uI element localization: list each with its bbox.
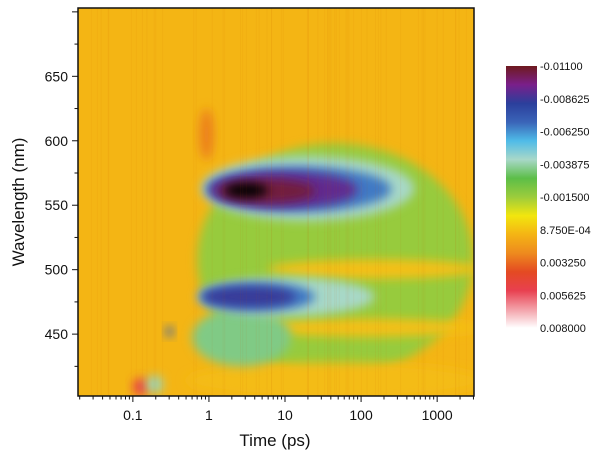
colorbar — [506, 66, 537, 328]
colorbar-tick-label: 0.008000 — [540, 323, 586, 335]
x-tick-label: 1000 — [422, 407, 453, 423]
heatmap-green-lower-region — [192, 308, 291, 366]
colorbar-tick-label: -0.008625 — [540, 94, 590, 106]
y-tick-label: 450 — [45, 326, 69, 342]
colorbar-tick-label: -0.006250 — [540, 127, 590, 139]
x-tick-label: 10 — [277, 407, 293, 423]
y-tick-label: 550 — [45, 197, 69, 213]
colorbar-tick-label: -0.003875 — [540, 159, 590, 171]
heatmap-artifact-blue-spot — [166, 326, 174, 336]
y-tick-label: 500 — [45, 262, 69, 278]
colorbar-tick-label: -0.001500 — [540, 192, 590, 204]
heatmap-artifact-red — [133, 378, 149, 396]
x-tick-label: 1 — [205, 407, 213, 423]
colorbar-tick-label: -0.01100 — [540, 61, 583, 73]
colorbar-tick-label: 8.750E-04 — [540, 225, 591, 237]
plot-area — [78, 8, 483, 399]
chart: 0.1 1 10 100 1000 450 500 550 600 650 Time (ps) W… — [0, 0, 600, 459]
x-tick-label: 0.1 — [123, 407, 143, 423]
y-tick-label: 650 — [45, 68, 69, 84]
colorbar-tick-label: 0.003250 — [540, 258, 586, 270]
y-tick-label: 600 — [45, 133, 69, 149]
heatmap-chart: 0.1 1 10 100 1000 450 500 550 600 650 Time (ps) W… — [0, 0, 600, 459]
x-axis-label: Time (ps) — [239, 431, 310, 450]
x-tick-label: 100 — [349, 407, 373, 423]
heatmap-blue-band-478 — [202, 286, 297, 307]
heatmap-artifact-green — [146, 375, 163, 393]
y-axis-label: Wavelength (nm) — [9, 138, 28, 267]
colorbar-tick-label: 0.005625 — [540, 290, 586, 302]
heatmap-red-streak-600 — [199, 109, 213, 161]
